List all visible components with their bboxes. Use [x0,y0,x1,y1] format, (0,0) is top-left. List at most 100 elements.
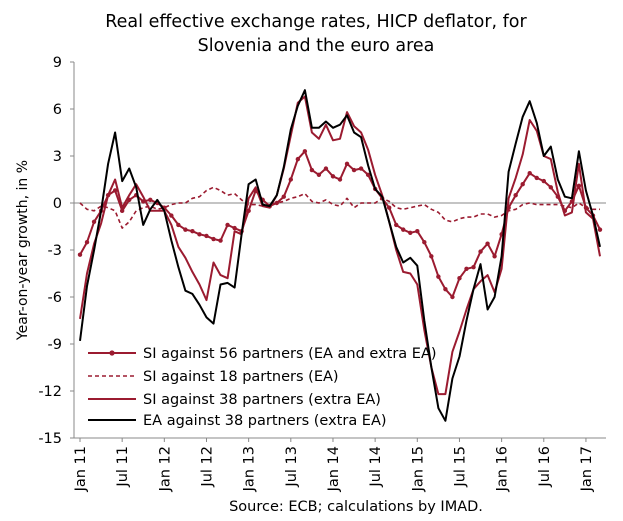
y-tick-label: -12 [38,384,62,400]
legend-background [82,344,412,434]
series-point [527,171,532,176]
series-point [457,276,462,281]
x-tick-label: Jan 12 [157,446,173,492]
series-point [330,174,336,179]
x-tick-label: Jan 16 [495,446,511,492]
y-tick-label: 0 [53,196,62,212]
series-point [169,213,174,218]
series-point [478,249,483,254]
series-point [323,166,329,171]
series-point [309,167,315,173]
series-point [316,172,322,177]
x-tick-label: Jul 12 [199,446,215,488]
x-tick-label: Jul 16 [537,446,553,488]
series-line [79,95,601,396]
series-point [401,227,406,232]
x-tick-label: Jul 11 [115,446,131,488]
series-point [365,172,371,177]
y-tick-label: 3 [53,149,62,165]
source-note: Source: ECB; calculations by IMAD. [229,499,483,515]
series-point [548,185,554,190]
series-point [190,229,195,234]
series-point [569,199,575,204]
series-point [562,208,568,214]
chart-title-line-2: Slovenia and the euro area [198,36,435,56]
legend-label: SI against 18 partners (EA) [143,369,339,385]
series-point [105,192,111,198]
x-tick-label: Jul 13 [284,446,300,488]
x-tick-label: Jan 15 [410,446,426,492]
x-tick-label: Jan 11 [73,446,89,492]
axes [70,61,606,442]
legend-marker [109,350,115,356]
series-point [408,230,413,235]
y-tick-label: 6 [53,102,62,118]
series-point [429,254,434,259]
x-tick-labels: Jan 11 Jul 11 Jan 12 Jul 12 Jan 13 Jul 13 Jan … [73,446,595,492]
series-point [513,192,518,198]
series-point [534,175,539,181]
series-point [274,200,279,206]
series-point [176,222,181,228]
series-point [84,239,90,245]
series-point [394,222,399,228]
legend-label: EA against 38 partners (extra EA) [143,413,387,429]
series-point [443,286,448,292]
series-point [91,219,97,224]
series-point [506,205,511,210]
series-point [576,183,582,188]
legend: SI against 56 partners (EA and extra EA)… [82,344,437,434]
x-tick-label: Jul 14 [368,446,384,488]
series-point [471,265,476,270]
series-point [597,227,603,232]
series-point [295,156,301,162]
series-point [218,238,223,243]
series-point [288,177,294,182]
series-point [436,274,441,279]
y-axis-label: Year-on-year growth, in % [15,160,31,341]
series-point [183,227,188,232]
series-point [119,208,125,214]
series-point [302,149,308,154]
series-point [225,222,230,228]
series-point [422,239,427,245]
series-point [415,229,420,234]
y-tick-label: -3 [48,243,62,259]
series-point [520,182,525,187]
series-point [492,254,497,259]
series-point [232,225,237,231]
series-point [583,205,589,210]
series-point [211,236,216,242]
x-tick-label: Jul 15 [452,446,468,488]
chart-title: Real effective exchange rates, HICP defl… [105,12,527,32]
series-point [344,161,350,167]
x-tick-label: Jan 17 [579,446,595,492]
series-point [148,197,153,203]
series-point [485,241,490,246]
series-point [246,208,251,214]
series-point [450,294,455,300]
y-tick-label: -9 [48,337,62,353]
series-point [141,199,146,204]
x-tick-label: Jan 13 [242,446,258,492]
series-point [358,166,364,171]
series-lines [77,89,603,422]
series-point [281,194,286,199]
series-line [79,89,601,422]
y-tick-label: -6 [48,290,62,306]
series-point [337,177,343,182]
series-point [112,188,118,193]
legend-label: SI against 38 partners (extra EA) [143,392,381,408]
series-point [204,233,209,239]
y-tick-label: 9 [53,55,62,71]
series-point [77,252,83,257]
legend-label: SI against 56 partners (EA and extra EA) [143,346,437,362]
series-point [386,205,392,210]
series-point [126,197,132,203]
series-point [253,188,258,193]
series-point [351,167,357,173]
series-line [79,186,600,229]
y-tick-label: -15 [38,431,62,447]
series-point [197,232,202,237]
